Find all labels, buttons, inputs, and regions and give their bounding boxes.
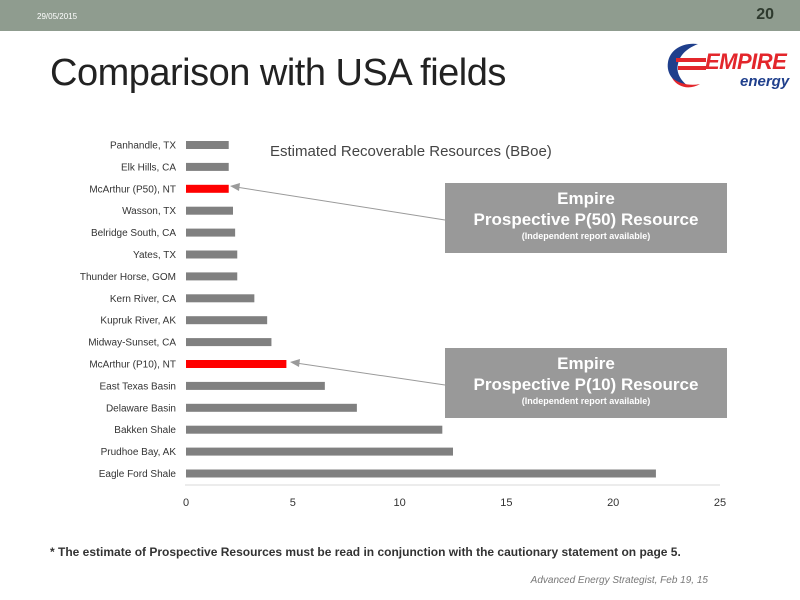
bar-bakken-shale <box>186 425 443 434</box>
x-tick-label-10: 10 <box>393 497 405 509</box>
category-label-east-texas-basin: East Texas Basin <box>99 381 176 392</box>
bar-delaware-basin <box>186 403 357 412</box>
category-label-yates-tx: Yates, TX <box>133 250 176 261</box>
category-label-eagle-ford-shale: Eagle Ford Shale <box>99 469 177 480</box>
callout-p10: Empire Prospective P(10) Resource (Indep… <box>445 348 727 418</box>
bar-elk-hills-ca <box>186 162 229 171</box>
chart-title: Estimated Recoverable Resources (BBoe) <box>270 143 552 160</box>
arrow-p50 <box>235 186 446 221</box>
source-citation: Advanced Energy Strategist, Feb 19, 15 <box>530 575 708 586</box>
callout-p10-line1: Empire <box>557 354 615 373</box>
bar-kupruk-river-ak <box>186 316 268 325</box>
callout-p50-line2: Prospective P(50) Resource <box>473 210 699 229</box>
x-tick-label-0: 0 <box>183 497 189 509</box>
bar-thunder-horse-gom <box>186 272 238 281</box>
empire-energy-logo: EMPIRE energy <box>660 38 790 94</box>
bar-wasson-tx <box>186 206 233 215</box>
bar-yates-tx <box>186 250 238 259</box>
x-tick-label-25: 25 <box>714 497 726 509</box>
arrow-p10 <box>295 362 446 386</box>
category-label-kern-river-ca: Kern River, CA <box>110 294 176 305</box>
category-label-thunder-horse-gom: Thunder Horse, GOM <box>80 272 176 283</box>
slide-date: 29/05/2015 <box>37 12 78 21</box>
category-label-panhandle-tx: Panhandle, TX <box>110 141 176 152</box>
callout-arrows <box>230 183 446 386</box>
category-label-mcarthur-p50-nt: McArthur (P50), NT <box>89 184 176 195</box>
bar-kern-river-ca <box>186 294 255 303</box>
bar-mcarthur-p50-nt <box>186 184 229 193</box>
page-number: 20 <box>756 6 774 23</box>
top-bar: 29/05/2015 20 <box>0 0 800 31</box>
bar-east-texas-basin <box>186 381 325 390</box>
category-label-delaware-basin: Delaware Basin <box>106 403 176 414</box>
callout-p10-line3: (Independent report available) <box>521 396 651 406</box>
bar-prudhoe-bay-ak <box>186 447 453 456</box>
callout-p50: Empire Prospective P(50) Resource (Indep… <box>445 183 727 253</box>
x-tick-label-20: 20 <box>607 497 619 509</box>
callout-p50-line3: (Independent report available) <box>521 231 651 241</box>
category-label-prudhoe-bay-ak: Prudhoe Bay, AK <box>101 447 177 458</box>
category-label-bakken-shale: Bakken Shale <box>114 425 176 436</box>
chart-bars <box>186 141 656 478</box>
slide-title: Comparison with USA fields <box>50 52 506 94</box>
empire-swoosh-icon <box>667 43 706 88</box>
category-label-mcarthur-p10-nt: McArthur (P10), NT <box>89 360 176 371</box>
logo-wordmark: EMPIRE <box>705 49 787 74</box>
arrowhead-p10 <box>290 359 300 367</box>
footnote: * The estimate of Prospective Resources … <box>50 545 681 559</box>
category-label-kupruk-river-ak: Kupruk River, AK <box>100 316 176 327</box>
bar-panhandle-tx <box>186 141 229 149</box>
category-label-midway-sunset-ca: Midway-Sunset, CA <box>88 338 176 349</box>
x-tick-label-5: 5 <box>290 497 296 509</box>
x-tick-label-15: 15 <box>500 497 512 509</box>
category-label-wasson-tx: Wasson, TX <box>122 206 176 217</box>
arrowhead-p50 <box>230 183 240 191</box>
logo-subtitle: energy <box>740 73 790 90</box>
chart-category-labels: Panhandle, TX Elk Hills, CA McArthur (P50)… <box>80 141 177 481</box>
bar-belridge-south-ca <box>186 228 236 237</box>
callout-p10-line2: Prospective P(10) Resource <box>473 375 699 394</box>
category-label-belridge-south-ca: Belridge South, CA <box>91 228 176 239</box>
bar-mcarthur-p10-nt <box>186 360 287 368</box>
bar-midway-sunset-ca <box>186 338 272 347</box>
callout-p50-line1: Empire <box>557 189 615 208</box>
chart-tick-labels: 0 5 10 15 20 25 <box>183 497 726 509</box>
bar-eagle-ford-shale <box>186 469 656 478</box>
category-label-elk-hills-ca: Elk Hills, CA <box>121 162 176 173</box>
